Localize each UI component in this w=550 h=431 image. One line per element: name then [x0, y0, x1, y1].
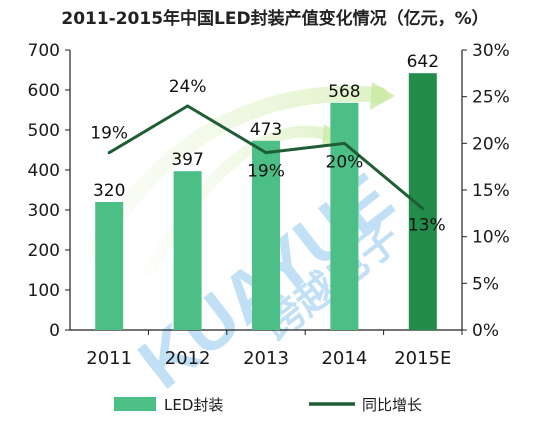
y-right-tick-label: 30%: [472, 41, 510, 61]
growth-point: [107, 151, 111, 155]
y-right-tick-label: 20%: [472, 134, 510, 154]
y-right-tick-label: 25%: [472, 88, 510, 108]
y-right-tick-label: 10%: [472, 228, 510, 248]
growth-point: [264, 151, 268, 155]
bar-value-label: 473: [250, 120, 282, 140]
x-tick-label: 2013: [243, 348, 289, 369]
growth-value-label: 19%: [247, 162, 285, 182]
growth-point: [186, 104, 190, 108]
chart-title: 2011-2015年中国LED封装产值变化情况（亿元，%）: [61, 8, 488, 29]
y-right-tick-label: 5%: [472, 274, 499, 294]
y-left-tick-label: 400: [28, 161, 60, 181]
growth-value-label: 24%: [169, 77, 207, 97]
growth-value-label: 20%: [326, 152, 364, 172]
y-right-tick-label: 15%: [472, 181, 510, 201]
growth-point: [421, 207, 425, 211]
y-left-tick-label: 600: [28, 81, 60, 101]
legend: LED封装 同比增长: [114, 396, 422, 414]
y-left-tick-label: 0: [49, 321, 60, 341]
y-left-tick-label: 300: [28, 201, 60, 221]
bar-value-label: 320: [93, 181, 125, 201]
bar-2011: [95, 202, 124, 330]
bar-value-label: 642: [407, 52, 439, 72]
bar-2014: [330, 102, 359, 330]
legend-swatch-bar: [114, 397, 156, 411]
y-left-tick-label: 100: [28, 281, 60, 301]
y-left-tick-label: 700: [28, 41, 60, 61]
x-tick-label: 2011: [86, 348, 132, 369]
legend-label-line: 同比增长: [362, 396, 422, 414]
y-left-tick-label: 200: [28, 241, 60, 261]
y-left-tick-label: 500: [28, 121, 60, 141]
bar-2012: [173, 171, 202, 330]
growth-value-label: 19%: [90, 124, 128, 144]
x-tick-label: 2014: [321, 348, 367, 369]
growth-point: [342, 141, 346, 145]
plot-area: 0 100 200 300 400 500 600 700 0% 5% 10% 15% 20% 25% 30…: [28, 41, 510, 369]
x-tick-label: 2012: [165, 348, 211, 369]
bar-2013: [252, 140, 280, 330]
x-tick-label: 2015E: [394, 348, 451, 369]
bar-value-label: 397: [171, 150, 203, 170]
y-right-tick-label: 0%: [472, 321, 499, 341]
legend-label-bar: LED封装: [164, 396, 223, 414]
bar-value-label: 568: [328, 82, 360, 102]
growth-value-label: 13%: [408, 216, 446, 236]
